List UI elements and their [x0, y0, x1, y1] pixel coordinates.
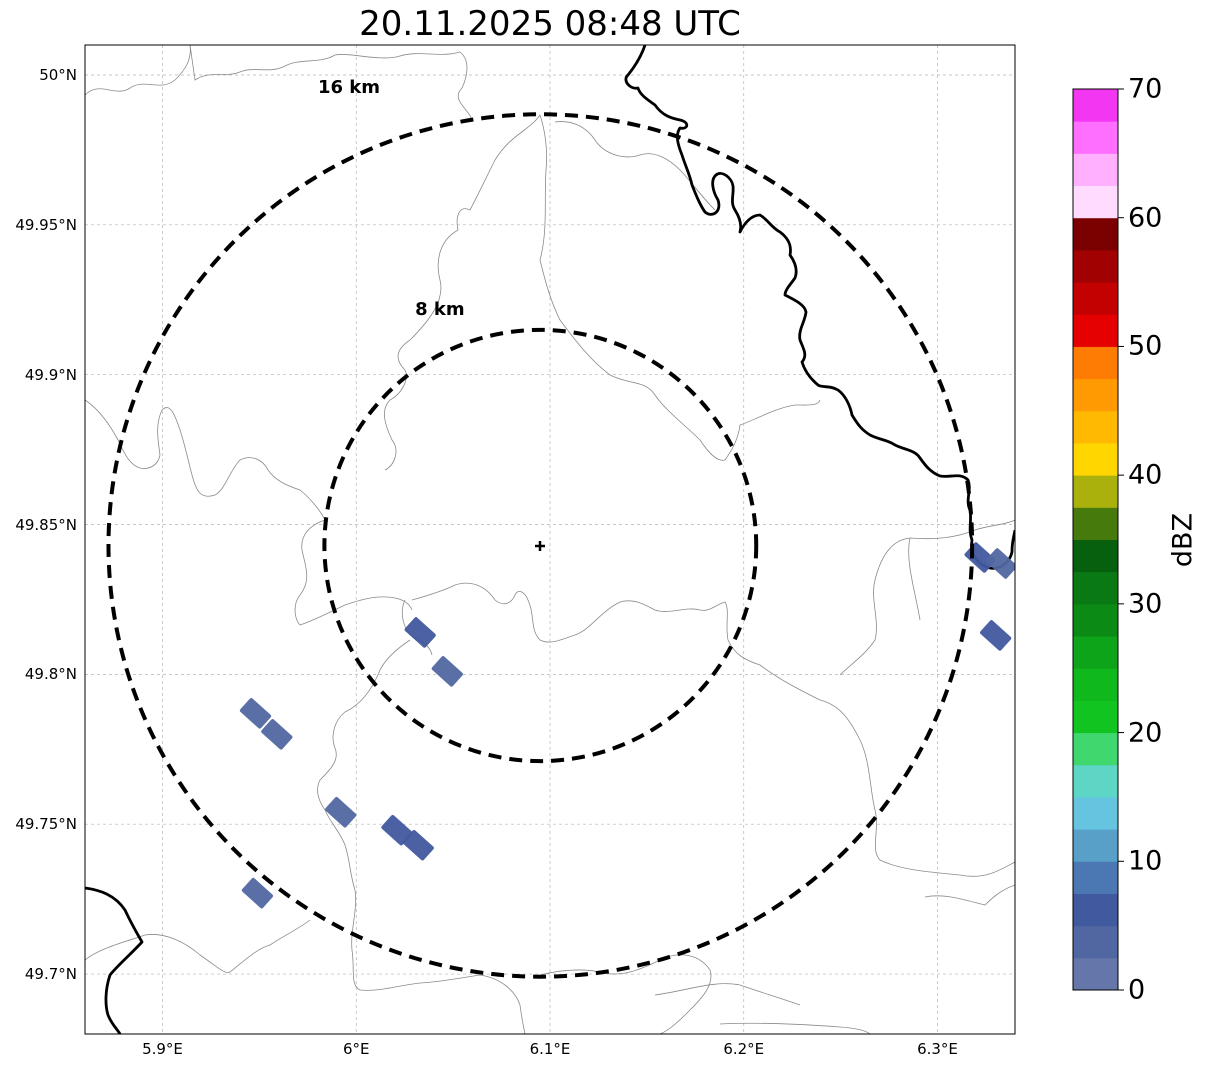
- boundary-line: [317, 639, 526, 1034]
- colorbar-tick-label: 30: [1128, 588, 1163, 620]
- colorbar-segment: [1073, 925, 1118, 959]
- colorbar-segment: [1073, 861, 1118, 894]
- boundary-line: [85, 45, 191, 96]
- colorbar-tick-label: 70: [1128, 73, 1163, 105]
- range-ring: [322, 327, 759, 764]
- echo-cell: [985, 548, 1015, 579]
- echo-cell: [404, 617, 436, 648]
- longitude-tick-label: 6°E: [342, 1040, 370, 1058]
- range-ring-label: 8 km: [415, 299, 465, 321]
- echo-cell: [402, 829, 434, 861]
- colorbar-segment: [1073, 217, 1118, 251]
- colorbar-tick-label: 20: [1128, 717, 1163, 749]
- boundary-line: [411, 582, 761, 666]
- colorbar-segment: [1073, 829, 1118, 862]
- colorbar-segment: [1073, 89, 1118, 122]
- colorbar-tick-label: 50: [1128, 330, 1163, 362]
- reflectivity-echoes: [239, 542, 1015, 909]
- colorbar-segment: [1073, 957, 1118, 991]
- colorbar-segment: [1073, 636, 1118, 669]
- colorbar-segment: [1073, 796, 1118, 830]
- latitude-tick-label: 49.95°N: [15, 215, 77, 234]
- latitude-tick-label: 49.75°N: [15, 815, 77, 834]
- border-line: [85, 886, 144, 1034]
- colorbar-unit-label: dBZ: [1167, 512, 1199, 568]
- echo-cell: [239, 698, 272, 729]
- border-line: [624, 45, 1015, 570]
- latitude-tick-label: 49.9°N: [24, 365, 77, 384]
- echo-cell: [381, 814, 413, 846]
- colorbar-tick-label: 40: [1128, 459, 1163, 491]
- boundary-line: [908, 537, 921, 621]
- colorbar-segment: [1073, 153, 1118, 187]
- colorbar-segment: [1073, 346, 1118, 380]
- colorbar-segment: [1073, 893, 1118, 927]
- colorbar-tick-label: 60: [1128, 202, 1163, 234]
- echo-cell: [431, 656, 463, 687]
- boundary-line: [554, 121, 716, 211]
- radar-site-marker: [535, 541, 545, 551]
- colorbar-segment: [1073, 378, 1118, 412]
- national-borders: [85, 45, 1015, 1034]
- boundary-line: [759, 664, 1015, 877]
- echo-cell: [261, 719, 293, 750]
- colorbar: [1072, 88, 1124, 991]
- boundary-line: [85, 919, 311, 973]
- colorbar-segment: [1073, 442, 1118, 476]
- colorbar-tick-label: 10: [1128, 845, 1163, 877]
- colorbar-segment: [1073, 603, 1118, 637]
- colorbar-segment: [1073, 475, 1118, 508]
- boundary-line: [294, 519, 413, 626]
- latitude-tick-label: 50°N: [39, 65, 77, 84]
- echo-cell: [980, 620, 1012, 651]
- longitude-tick-label: 6.2°E: [723, 1040, 765, 1058]
- longitude-tick-label: 5.9°E: [142, 1040, 183, 1058]
- boundary-line: [383, 229, 459, 471]
- colorbar-segment: [1073, 121, 1118, 154]
- boundary-line: [85, 399, 326, 521]
- colorbar-segment: [1073, 507, 1118, 540]
- colorbar-segment: [1073, 539, 1118, 573]
- range-rings: [106, 112, 975, 979]
- colorbar-segment: [1073, 700, 1118, 734]
- range-ring-label: 16 km: [317, 77, 381, 99]
- echo-cell: [241, 877, 274, 909]
- latitude-tick-label: 49.85°N: [15, 515, 77, 534]
- colorbar-segment: [1073, 668, 1118, 701]
- boundary-line: [539, 114, 821, 461]
- map-title: 20.11.2025 08:48 UTC: [359, 4, 741, 44]
- echo-cell: [325, 796, 357, 828]
- colorbar-segment: [1073, 410, 1118, 444]
- colorbar-segment: [1073, 314, 1118, 347]
- boundary-line: [654, 983, 801, 1006]
- colorbar-segment: [1073, 249, 1118, 283]
- boundary-line: [189, 45, 473, 121]
- colorbar-segment: [1073, 185, 1118, 219]
- longitude-tick-label: 6.3°E: [917, 1040, 958, 1058]
- latitude-tick-label: 49.7°N: [24, 965, 77, 984]
- colorbar-segment: [1073, 282, 1118, 315]
- latitude-tick-label: 49.8°N: [24, 665, 77, 684]
- colorbar-segment: [1073, 732, 1118, 766]
- graticule: [85, 45, 1015, 1034]
- map-frame: [84, 44, 1016, 1035]
- municipal-boundaries: [85, 45, 1015, 1034]
- colorbar-frame: [1072, 88, 1119, 991]
- boundary-line: [839, 519, 1015, 676]
- longitude-tick-label: 6.1°E: [529, 1040, 571, 1058]
- boundary-line: [924, 884, 1015, 906]
- range-ring: [106, 112, 975, 979]
- boundary-line: [456, 114, 541, 231]
- colorbar-tick-label: 0: [1128, 974, 1146, 1006]
- colorbar-segment: [1073, 571, 1118, 605]
- colorbar-segment: [1073, 764, 1118, 798]
- boundary-line: [719, 1022, 871, 1034]
